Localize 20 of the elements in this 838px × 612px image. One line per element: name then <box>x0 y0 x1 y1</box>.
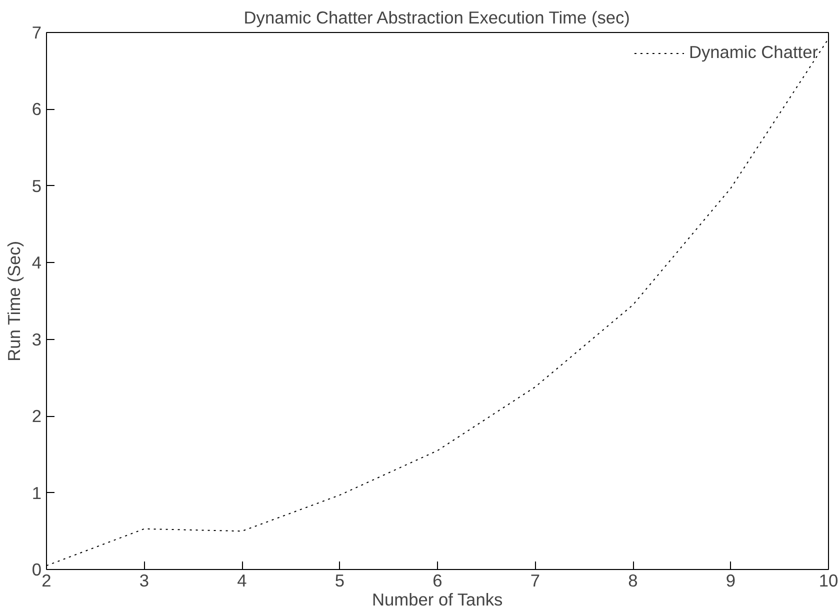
y-tick-label: 6 <box>32 99 42 120</box>
y-tick-label: 7 <box>32 22 42 42</box>
x-tick-label: 3 <box>139 570 150 590</box>
x-tick-label: 7 <box>530 570 540 590</box>
chart-title: Dynamic Chatter Abstraction Execution Time (sec) <box>244 8 630 28</box>
y-tick-label: 5 <box>32 176 42 196</box>
x-tick-label: 10 <box>818 570 838 590</box>
x-axis-title: Number of Tanks <box>372 590 504 610</box>
x-tick-label: 4 <box>237 570 248 590</box>
x-tick-label: 6 <box>432 570 442 590</box>
y-tick-label: 1 <box>32 482 42 503</box>
y-tick-label: 4 <box>32 252 42 273</box>
x-tick-label: 8 <box>628 570 638 590</box>
legend-label: Dynamic Chatter <box>688 42 818 63</box>
x-tick-label: 5 <box>334 570 345 590</box>
y-axis-title: Run Time (Sec) <box>4 240 24 362</box>
x-tick-label: 9 <box>726 570 736 590</box>
y-tick-label: 0 <box>32 560 42 580</box>
y-tick-label: 2 <box>32 406 42 426</box>
y-tick-label: 3 <box>32 329 42 350</box>
